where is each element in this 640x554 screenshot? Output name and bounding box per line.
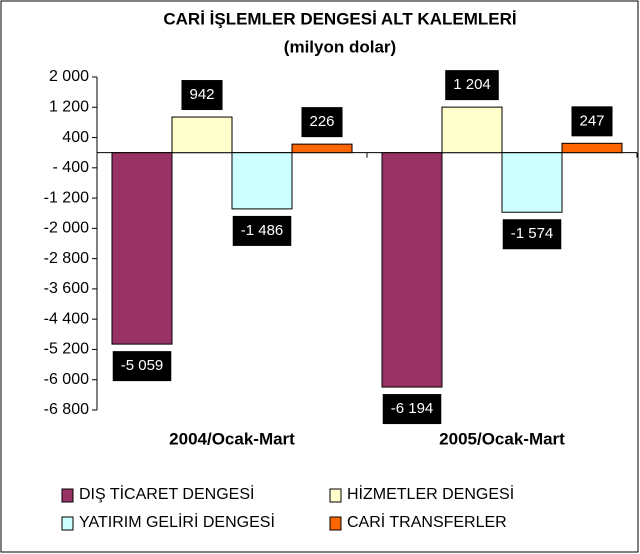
chart-title: CARİ İŞLEMLER DENGESİ ALT KALEMLERİ — [163, 9, 516, 28]
legend-label: CARİ TRANSFERLER — [347, 512, 507, 531]
value-label: -6 194 — [391, 400, 434, 417]
y-tick-label: -5 200 — [44, 341, 89, 358]
value-label-box — [301, 107, 343, 138]
legend-label: YATIRIM GELİRİ DENGESİ — [79, 512, 275, 531]
x-tick-label: 2005/Ocak-Mart — [439, 429, 565, 448]
value-label-box — [232, 215, 292, 246]
bar — [561, 142, 623, 154]
bar — [291, 143, 353, 154]
value-label-box — [502, 219, 562, 250]
y-tick-label: - 400 — [53, 159, 90, 176]
y-tick-label: -4 400 — [44, 310, 89, 327]
value-label-box — [571, 106, 613, 137]
y-tick-label: -6 800 — [44, 401, 89, 418]
y-tick-label: 1 200 — [49, 98, 89, 115]
bar — [501, 152, 563, 213]
chart-subtitle: (milyon dolar) — [284, 37, 396, 56]
legend-swatch — [329, 488, 342, 503]
y-tick-label: -6 000 — [44, 371, 89, 388]
bar — [381, 152, 443, 388]
bar — [171, 116, 233, 154]
y-tick-label: -2 800 — [44, 250, 89, 267]
bar — [231, 152, 293, 210]
value-label: 226 — [309, 113, 334, 130]
value-label-box — [445, 70, 499, 101]
value-label: -5 059 — [121, 357, 164, 374]
value-label: -1 574 — [511, 225, 554, 242]
legend-label: HİZMETLER DENGESİ — [347, 484, 514, 503]
legend-swatch — [329, 516, 342, 531]
bar — [441, 106, 503, 154]
value-label: 942 — [189, 86, 214, 103]
y-tick-label: -1 200 — [44, 189, 89, 206]
value-label: 247 — [579, 112, 604, 129]
y-tick-label: 2 000 — [49, 68, 89, 85]
y-tick-label: 400 — [62, 129, 89, 146]
legend-swatch — [61, 488, 74, 503]
bar — [111, 152, 173, 345]
value-label-box — [181, 80, 223, 111]
value-label-box — [382, 394, 442, 425]
y-tick-label: -2 000 — [44, 220, 89, 237]
value-label: -1 486 — [241, 222, 284, 239]
x-tick-label: 2004/Ocak-Mart — [169, 429, 295, 448]
value-label-box — [112, 351, 172, 382]
legend-label: DIŞ TİCARET DENGESİ — [79, 484, 254, 503]
y-tick-label: -3 600 — [44, 280, 89, 297]
value-label: 1 204 — [453, 76, 491, 93]
legend-swatch — [61, 516, 74, 531]
